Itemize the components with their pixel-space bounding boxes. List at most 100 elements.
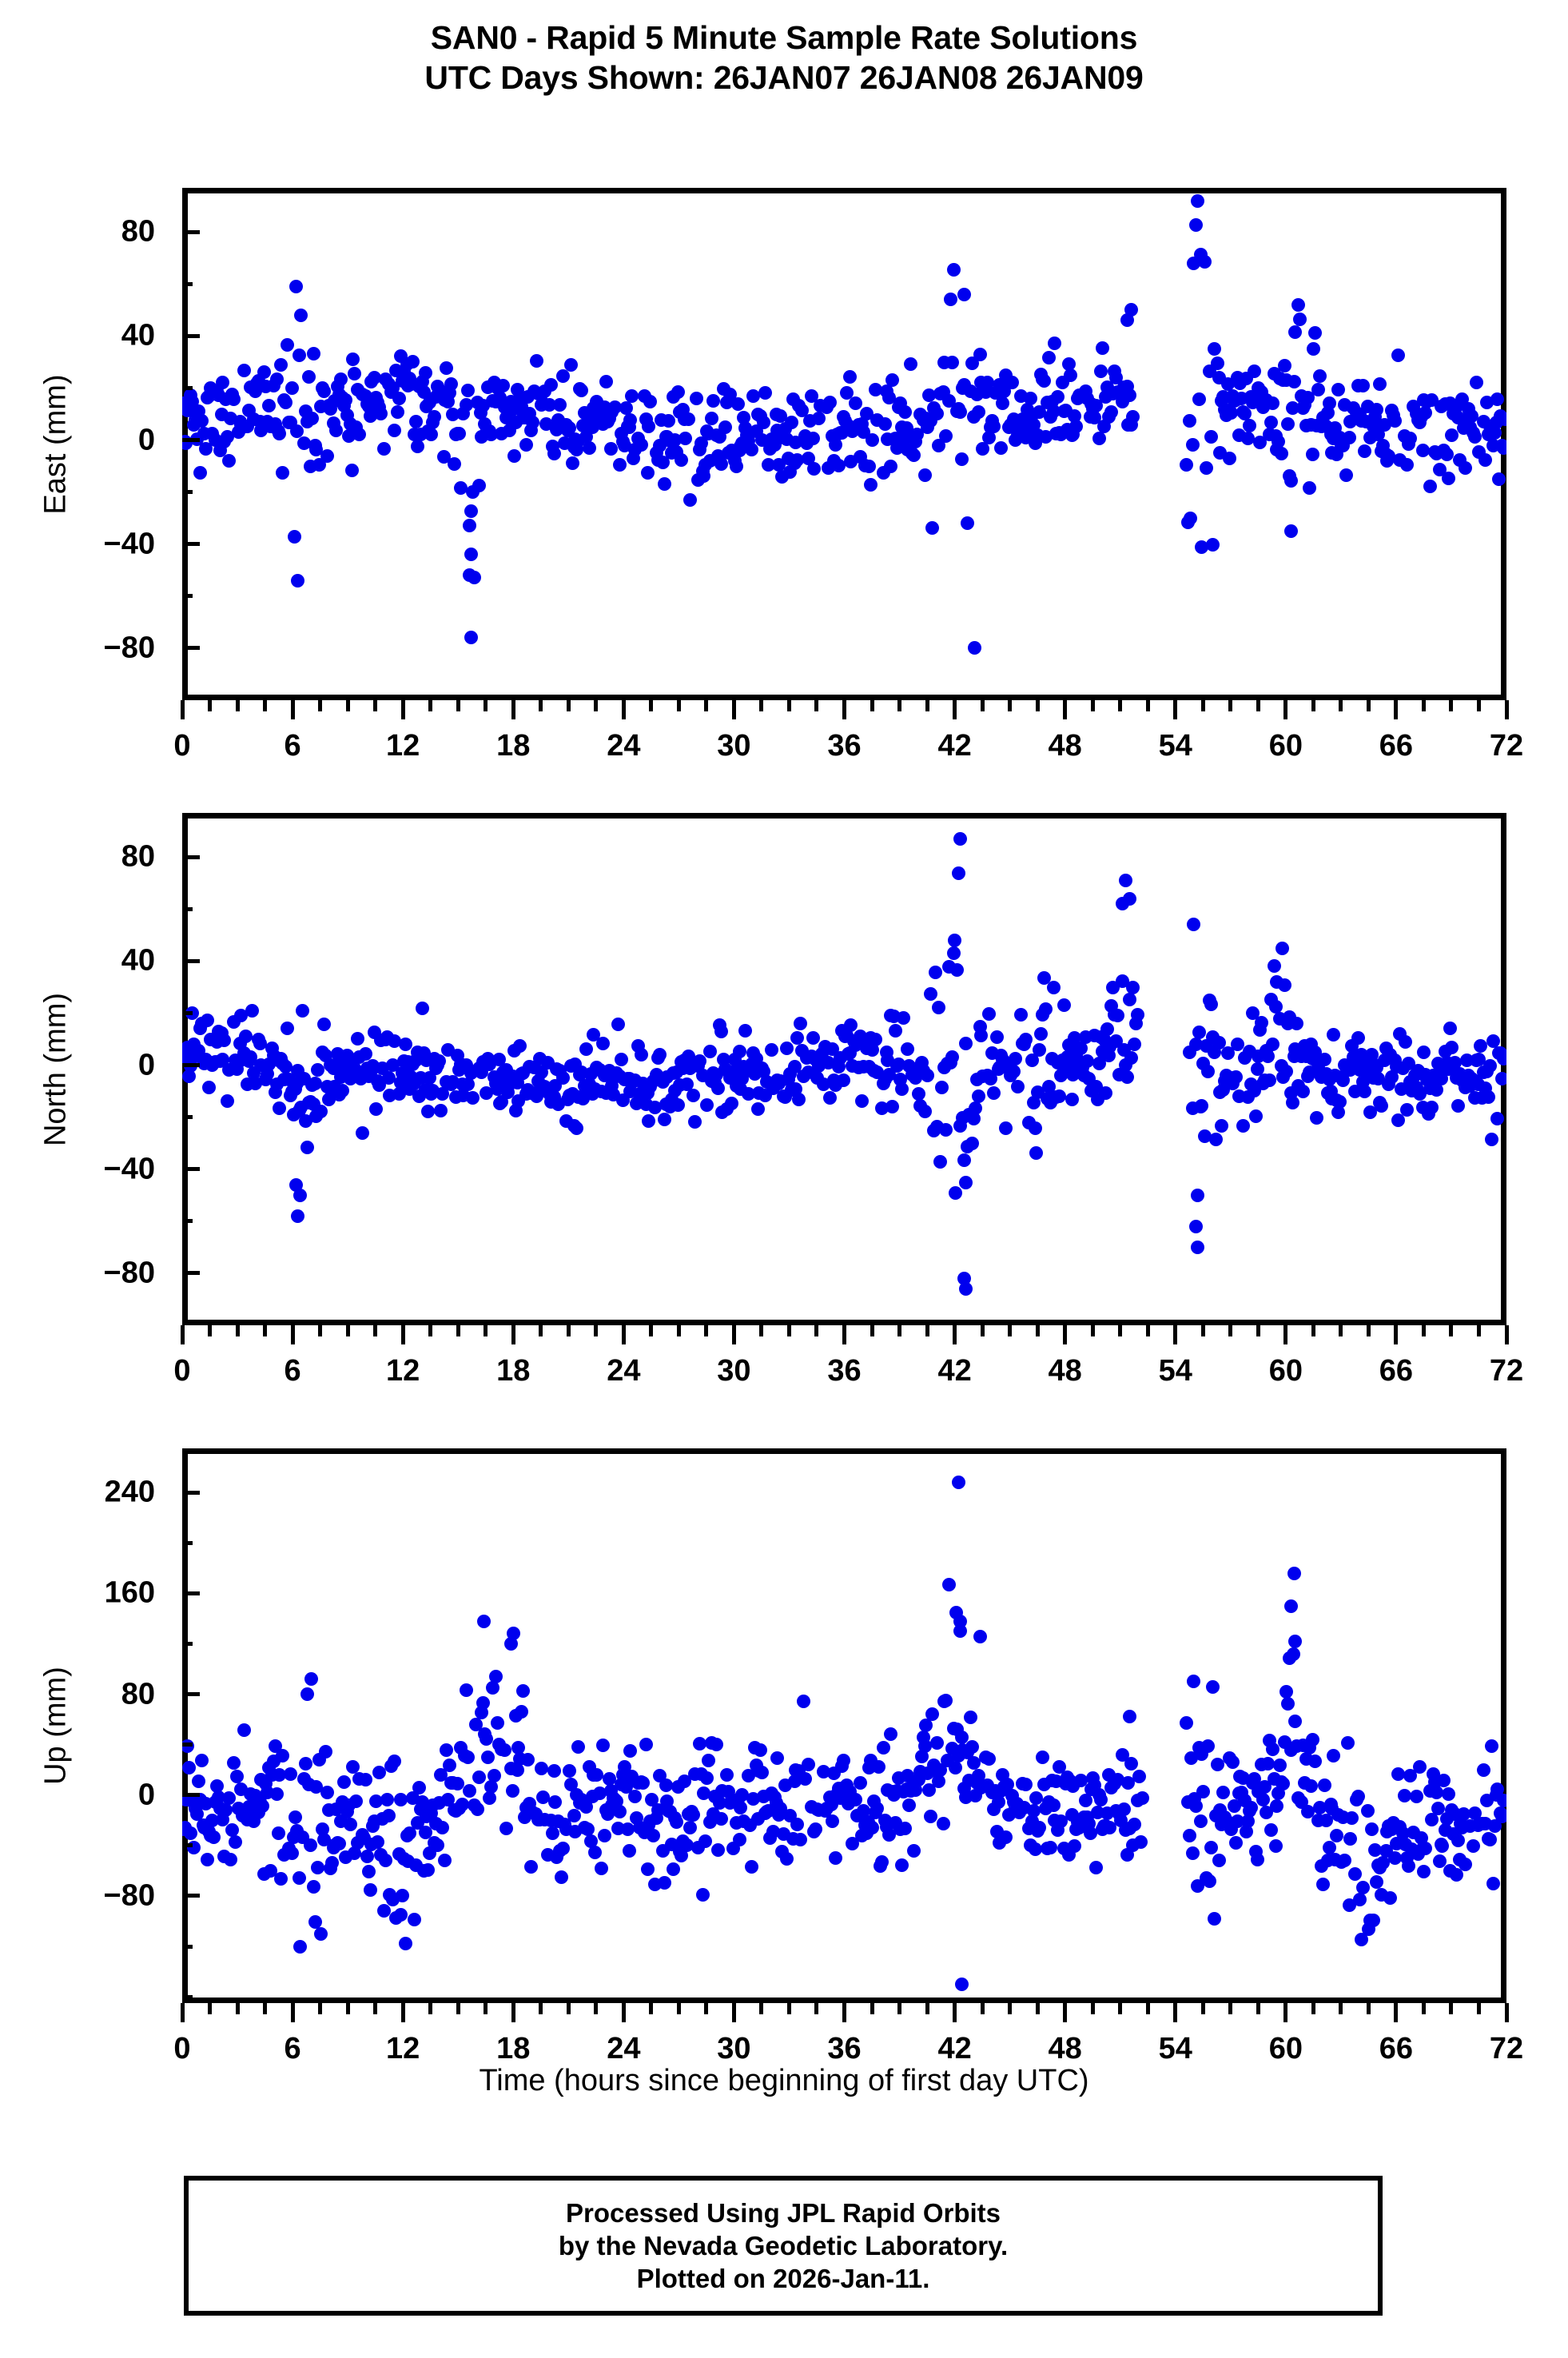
data-point	[488, 1669, 503, 1683]
y-tick-major	[182, 854, 200, 859]
data-point	[1382, 449, 1396, 464]
data-point	[854, 1093, 869, 1108]
data-point	[973, 1629, 987, 1643]
data-point	[1255, 1015, 1269, 1030]
data-point	[311, 1063, 325, 1077]
data-point	[1014, 1008, 1029, 1022]
data-point	[1429, 1785, 1443, 1799]
data-point	[336, 1775, 351, 1790]
data-point	[710, 1081, 725, 1095]
data-point	[1291, 297, 1306, 312]
data-point	[440, 361, 454, 376]
data-point	[955, 1977, 969, 1991]
data-point	[1025, 1054, 1039, 1068]
data-point	[1432, 1854, 1447, 1869]
data-point	[925, 1707, 940, 1722]
x-tick-minor	[1476, 700, 1481, 711]
y-tick-major	[182, 958, 200, 963]
data-point	[836, 1754, 850, 1768]
data-point	[953, 832, 967, 846]
data-point	[553, 397, 567, 412]
data-point	[461, 1077, 476, 1092]
data-point	[1121, 1776, 1136, 1790]
data-point	[1484, 1739, 1498, 1753]
data-point	[1207, 1911, 1221, 1926]
x-tick-major	[1394, 700, 1399, 719]
data-point	[1279, 1685, 1293, 1699]
data-point	[966, 1111, 981, 1125]
data-point	[971, 1089, 985, 1103]
data-point	[697, 468, 711, 483]
data-point	[1351, 1030, 1366, 1045]
x-tick-minor	[676, 700, 681, 711]
data-point	[222, 1790, 237, 1805]
data-point	[1124, 303, 1139, 317]
data-point	[1497, 1052, 1506, 1066]
data-point	[1115, 897, 1129, 911]
data-point	[1111, 1773, 1125, 1787]
data-point	[795, 403, 810, 417]
data-point	[1247, 364, 1261, 379]
data-point	[412, 1781, 426, 1795]
data-point	[917, 1105, 932, 1119]
data-point	[433, 1768, 448, 1782]
data-point	[1290, 1016, 1304, 1030]
data-point	[1327, 1749, 1341, 1763]
data-point	[982, 1007, 997, 1022]
data-point	[542, 397, 556, 412]
data-point	[1300, 391, 1315, 405]
x-tick-minor	[318, 700, 323, 711]
data-point	[299, 1114, 312, 1129]
data-point	[1180, 458, 1194, 472]
data-point	[484, 1780, 498, 1794]
data-point	[1034, 1026, 1049, 1041]
data-point	[476, 1614, 491, 1628]
x-tick-label-north-4: 24	[607, 1354, 641, 1388]
data-point	[224, 1853, 238, 1866]
data-point	[1285, 401, 1299, 416]
x-tick-minor	[870, 2003, 874, 2014]
data-point	[1245, 1006, 1260, 1021]
data-point	[1399, 1035, 1413, 1050]
data-point	[816, 1077, 830, 1091]
data-point	[1400, 1102, 1415, 1117]
data-point	[575, 384, 589, 398]
data-point	[742, 1087, 756, 1101]
y-tick-label-north-0: −80	[103, 1256, 155, 1290]
data-point	[394, 1908, 408, 1922]
data-point	[530, 354, 544, 368]
data-point	[1419, 1841, 1433, 1855]
data-point	[1026, 1804, 1041, 1818]
y-tick-minor	[182, 490, 193, 495]
data-point	[1497, 440, 1506, 455]
data-point	[216, 375, 230, 389]
data-point	[966, 1755, 981, 1770]
data-point	[729, 459, 743, 473]
x-tick-minor	[1228, 1325, 1233, 1336]
data-point	[516, 1683, 531, 1698]
data-point	[320, 449, 334, 464]
x-tick-minor	[208, 1325, 213, 1336]
data-point	[351, 1031, 365, 1046]
data-point	[945, 355, 959, 369]
x-tick-major	[953, 2003, 957, 2022]
data-point	[363, 1883, 377, 1898]
data-point	[1317, 1052, 1331, 1066]
data-point	[1011, 1080, 1025, 1094]
data-point	[595, 1036, 610, 1050]
x-tick-minor	[925, 2003, 929, 2014]
y-tick-major	[182, 646, 200, 651]
data-point	[652, 1047, 667, 1061]
data-point	[1348, 1867, 1363, 1882]
data-point	[263, 1863, 277, 1878]
data-point	[909, 427, 924, 441]
y-axis-title-east: East (mm)	[38, 373, 73, 515]
data-point	[415, 1795, 429, 1810]
data-point	[1241, 431, 1255, 445]
data-point	[289, 280, 304, 294]
data-point	[897, 1822, 912, 1836]
data-point	[1201, 1739, 1216, 1754]
data-point	[714, 1024, 728, 1038]
data-point	[1449, 1867, 1463, 1882]
data-point	[876, 1741, 890, 1755]
